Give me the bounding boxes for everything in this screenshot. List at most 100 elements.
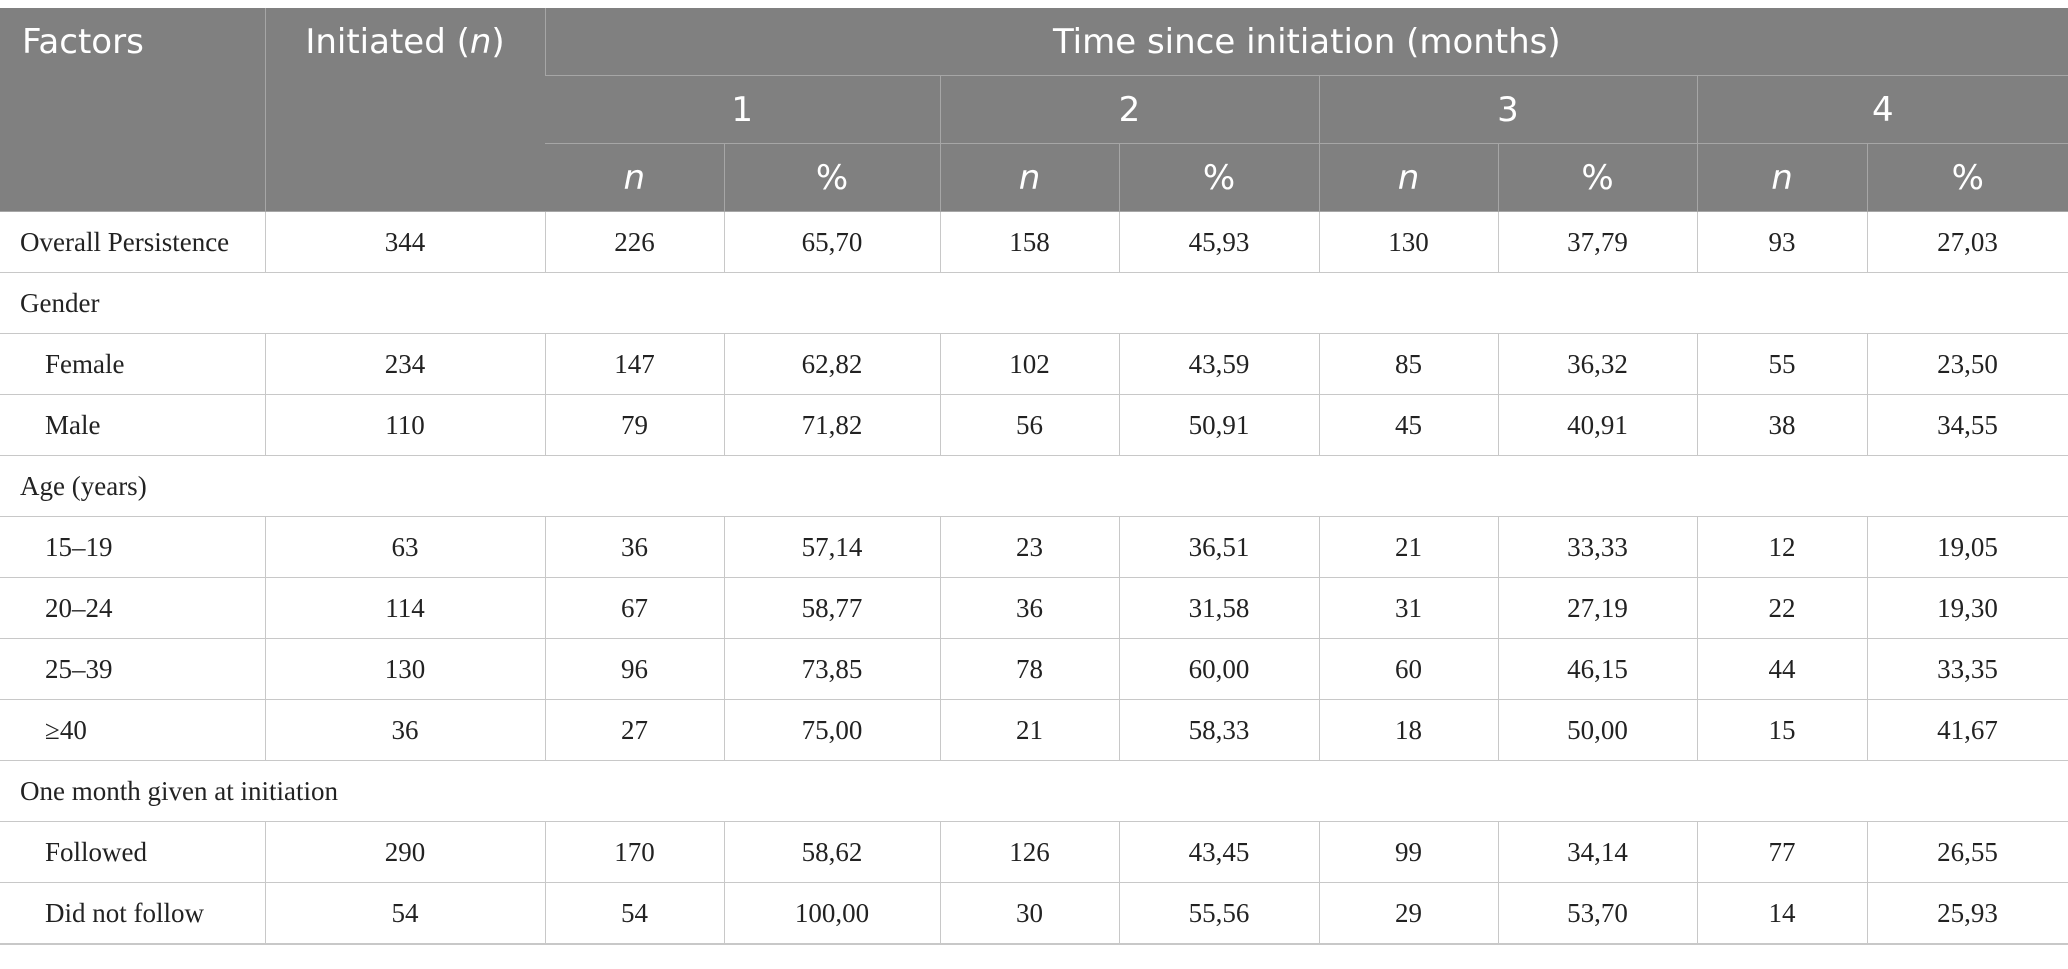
header-pct: %: [1866, 143, 2068, 212]
cell-m3-n: 45: [1318, 394, 1498, 456]
row-label: 15–19: [0, 516, 265, 578]
table-group-row-age: Age (years): [0, 455, 2068, 517]
cell-m1-pct: 57,14: [723, 516, 940, 578]
cell-m3-n: 60: [1318, 638, 1498, 700]
cell-m4-n: 55: [1696, 333, 1867, 395]
header-n: n: [939, 143, 1119, 212]
table-row-followed: Followed 290 170 58,62 126 43,45 99 34,1…: [0, 821, 2068, 883]
persistence-table: Factors Initiated (n) Time since initiat…: [0, 8, 2068, 945]
cell-m2-pct: 60,00: [1118, 638, 1319, 700]
cell-m4-n: 14: [1696, 882, 1867, 945]
cell-m2-n: 102: [939, 333, 1119, 395]
group-label: One month given at initiation: [0, 760, 2068, 822]
table-body: Overall Persistence 344 226 65,70 158 45…: [0, 211, 2068, 945]
cell-m4-pct: 19,05: [1866, 516, 2068, 578]
persistence-table-container: Factors Initiated (n) Time since initiat…: [0, 8, 2068, 945]
cell-m1-pct: 73,85: [723, 638, 940, 700]
cell-m3-n: 18: [1318, 699, 1498, 761]
cell-m1-n: 170: [544, 821, 724, 883]
table-row-age-40-plus: ≥40 36 27 75,00 21 58,33 18 50,00 15 41,…: [0, 699, 2068, 761]
cell-m1-pct: 75,00: [723, 699, 940, 761]
table-row-age-15-19: 15–19 63 36 57,14 23 36,51 21 33,33 12 1…: [0, 516, 2068, 578]
cell-m1-n: 147: [544, 333, 724, 395]
header-factors: Factors: [0, 8, 265, 212]
cell-initiated: 54: [264, 882, 545, 945]
header-month-4: 4: [1696, 75, 2068, 144]
cell-m2-pct: 58,33: [1118, 699, 1319, 761]
header-pct: %: [1497, 143, 1697, 212]
cell-initiated: 110: [264, 394, 545, 456]
table-row-age-25-39: 25–39 130 96 73,85 78 60,00 60 46,15 44 …: [0, 638, 2068, 700]
table-row-overall-persistence: Overall Persistence 344 226 65,70 158 45…: [0, 211, 2068, 273]
row-label: Followed: [0, 821, 265, 883]
cell-initiated: 234: [264, 333, 545, 395]
cell-m1-pct: 65,70: [723, 211, 940, 273]
cell-m3-pct: 37,79: [1497, 211, 1697, 273]
cell-m1-n: 67: [544, 577, 724, 639]
table-row-female: Female 234 147 62,82 102 43,59 85 36,32 …: [0, 333, 2068, 395]
cell-m3-n: 29: [1318, 882, 1498, 945]
cell-initiated: 290: [264, 821, 545, 883]
header-n: n: [545, 143, 724, 212]
cell-m3-n: 85: [1318, 333, 1498, 395]
cell-m4-n: 93: [1696, 211, 1867, 273]
cell-m1-n: 54: [544, 882, 724, 945]
cell-m3-n: 21: [1318, 516, 1498, 578]
table-row-did-not-follow: Did not follow 54 54 100,00 30 55,56 29 …: [0, 882, 2068, 945]
cell-m1-n: 79: [544, 394, 724, 456]
row-label: Female: [0, 333, 265, 395]
cell-m2-pct: 55,56: [1118, 882, 1319, 945]
cell-m3-pct: 34,14: [1497, 821, 1697, 883]
header-month-1: 1: [545, 75, 940, 144]
row-label: ≥40: [0, 699, 265, 761]
group-label: Gender: [0, 272, 2068, 334]
cell-m2-n: 21: [939, 699, 1119, 761]
cell-m2-n: 126: [939, 821, 1119, 883]
cell-m3-pct: 40,91: [1497, 394, 1697, 456]
header-month-3: 3: [1318, 75, 1697, 144]
header-initiated-label: Initiated (n): [305, 22, 505, 62]
cell-m2-n: 30: [939, 882, 1119, 945]
cell-m3-pct: 33,33: [1497, 516, 1697, 578]
row-label: 25–39: [0, 638, 265, 700]
cell-initiated: 344: [264, 211, 545, 273]
cell-m1-pct: 58,62: [723, 821, 940, 883]
cell-m1-n: 36: [544, 516, 724, 578]
cell-initiated: 63: [264, 516, 545, 578]
header-pct: %: [723, 143, 940, 212]
cell-m1-pct: 62,82: [723, 333, 940, 395]
cell-m4-n: 22: [1696, 577, 1867, 639]
cell-m4-pct: 23,50: [1866, 333, 2068, 395]
cell-m2-pct: 50,91: [1118, 394, 1319, 456]
cell-m3-pct: 27,19: [1497, 577, 1697, 639]
cell-m1-pct: 71,82: [723, 394, 940, 456]
row-label: Did not follow: [0, 882, 265, 945]
table-group-row-one-month: One month given at initiation: [0, 760, 2068, 822]
cell-m3-pct: 36,32: [1497, 333, 1697, 395]
header-initiated: Initiated (n): [264, 8, 545, 212]
cell-m4-n: 38: [1696, 394, 1867, 456]
row-label: Overall Persistence: [0, 211, 265, 273]
group-label: Age (years): [0, 455, 2068, 517]
cell-m3-pct: 46,15: [1497, 638, 1697, 700]
cell-m2-pct: 45,93: [1118, 211, 1319, 273]
cell-m4-pct: 19,30: [1866, 577, 2068, 639]
cell-m2-n: 78: [939, 638, 1119, 700]
cell-m1-n: 27: [544, 699, 724, 761]
table-header: Factors Initiated (n) Time since initiat…: [0, 8, 2068, 212]
cell-m2-pct: 31,58: [1118, 577, 1319, 639]
header-n: n: [1696, 143, 1867, 212]
cell-initiated: 114: [264, 577, 545, 639]
header-month-2: 2: [939, 75, 1319, 144]
cell-m3-pct: 50,00: [1497, 699, 1697, 761]
row-label: Male: [0, 394, 265, 456]
cell-m4-pct: 26,55: [1866, 821, 2068, 883]
cell-m2-n: 56: [939, 394, 1119, 456]
header-pct: %: [1118, 143, 1319, 212]
cell-initiated: 36: [264, 699, 545, 761]
table-group-row-gender: Gender: [0, 272, 2068, 334]
cell-m3-n: 130: [1318, 211, 1498, 273]
cell-m2-n: 23: [939, 516, 1119, 578]
cell-m1-n: 96: [544, 638, 724, 700]
cell-m4-pct: 25,93: [1866, 882, 2068, 945]
